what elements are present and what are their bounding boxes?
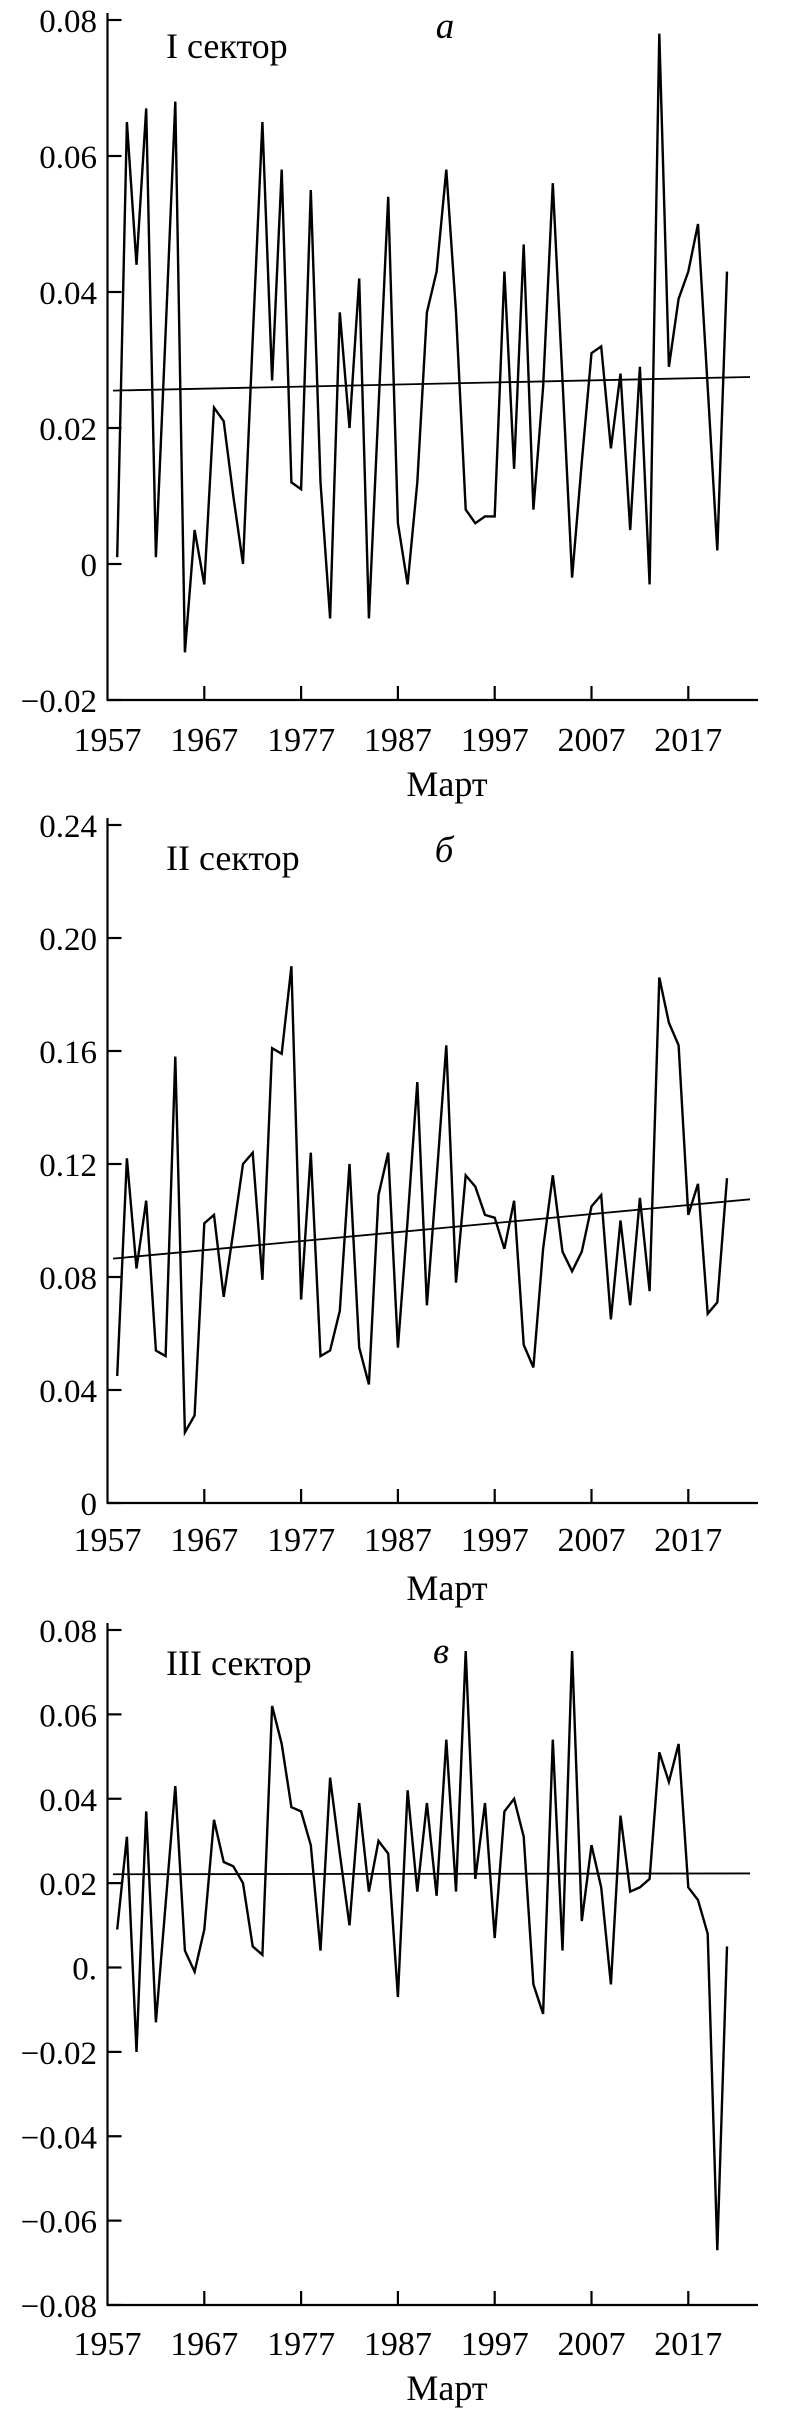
y-tick-label: 0. [72,1952,97,1988]
x-tick-label: 1957 [74,2326,142,2363]
x-tick-label: 1997 [461,2326,529,2363]
panel-b: 0.24 0.20 0.16 0.12 0.08 0.04 0 1957 1967 1977 198… [0,810,792,1617]
x-tick-label: 1967 [170,722,238,759]
x-axis-title: Март [406,764,488,804]
y-tick-label: 0.20 [39,922,97,958]
y-tick-label: 0 [81,548,98,584]
trend-line [112,376,751,392]
x-tick-label: 2017 [654,1522,722,1559]
x-tick-label: 1997 [461,1522,529,1559]
y-tick-label: 0.04 [39,1374,97,1410]
x-tick-label: 1987 [364,722,432,759]
panel-title: II сектор [166,838,300,878]
chart-в-svg: 0.080.060.040.020.−0.02−0.04−0.06−0.0819… [21,1617,758,2408]
y-tick-label: 0.02 [39,412,97,448]
panel-a: 0.08 0.06 0.04 0.02 0 −0.02 1957 1967 1977 1987 19… [0,0,792,810]
x-tick-label: 1977 [267,2326,335,2363]
x-tick-label: 1987 [364,2326,432,2363]
y-tick-label: 0.06 [39,140,97,176]
y-tick-label: 0.08 [39,1261,97,1297]
y-tick-label: −0.06 [21,2205,97,2241]
y-tick-label: 0.08 [39,1617,97,1650]
panel-letter: б [435,830,455,871]
data-series-line [116,33,729,653]
x-tick-label: 1977 [267,1522,335,1559]
x-tick-label: 1987 [364,1522,432,1559]
y-tick-label: 0.12 [39,1148,97,1184]
y-tick-label: 0.04 [39,276,97,312]
y-tick-label: 0.08 [39,4,97,40]
data-series-line [116,1651,729,2251]
x-tick-label: 1957 [74,1522,142,1559]
x-tick-label: 2017 [654,2326,722,2363]
panel-letter: а [436,6,455,47]
y-tick-label: 0.24 [39,810,97,845]
y-tick-label: 0.16 [39,1035,97,1071]
x-tick-label: 2007 [558,1522,626,1559]
trend-line [112,1872,751,1876]
x-tick-label: 1957 [74,722,142,759]
panel-v: 0.08 0.06 0.04 0.02 0. −0.02 −0.04 −0.06 −0.08 19… [0,1617,792,2416]
x-axis-title: Март [406,1568,488,1608]
y-tick-label: 0.04 [39,1783,97,1819]
y-tick-label: −0.08 [21,2289,97,2325]
y-tick-label: −0.02 [21,2036,97,2072]
y-tick-label: 0.06 [39,1698,97,1734]
x-tick-label: 2007 [558,722,626,759]
x-tick-label: 1967 [170,2326,238,2363]
y-tick-label: −0.02 [21,684,97,720]
x-tick-label: 1997 [461,722,529,759]
panel-title: III сектор [166,1643,312,1683]
data-series-line [116,966,729,1437]
panel-letter: в [433,1631,449,1672]
x-tick-label: 2017 [654,722,722,759]
x-axis-title: Март [406,2368,488,2408]
y-tick-label: 0 [81,1487,98,1523]
y-tick-label: −0.04 [21,2120,97,2156]
x-tick-label: 1967 [170,1522,238,1559]
y-tick-label: 0.02 [39,1867,97,1903]
panel-title: I сектор [166,26,288,66]
x-tick-label: 2007 [558,2326,626,2363]
x-tick-label: 1977 [267,722,335,759]
